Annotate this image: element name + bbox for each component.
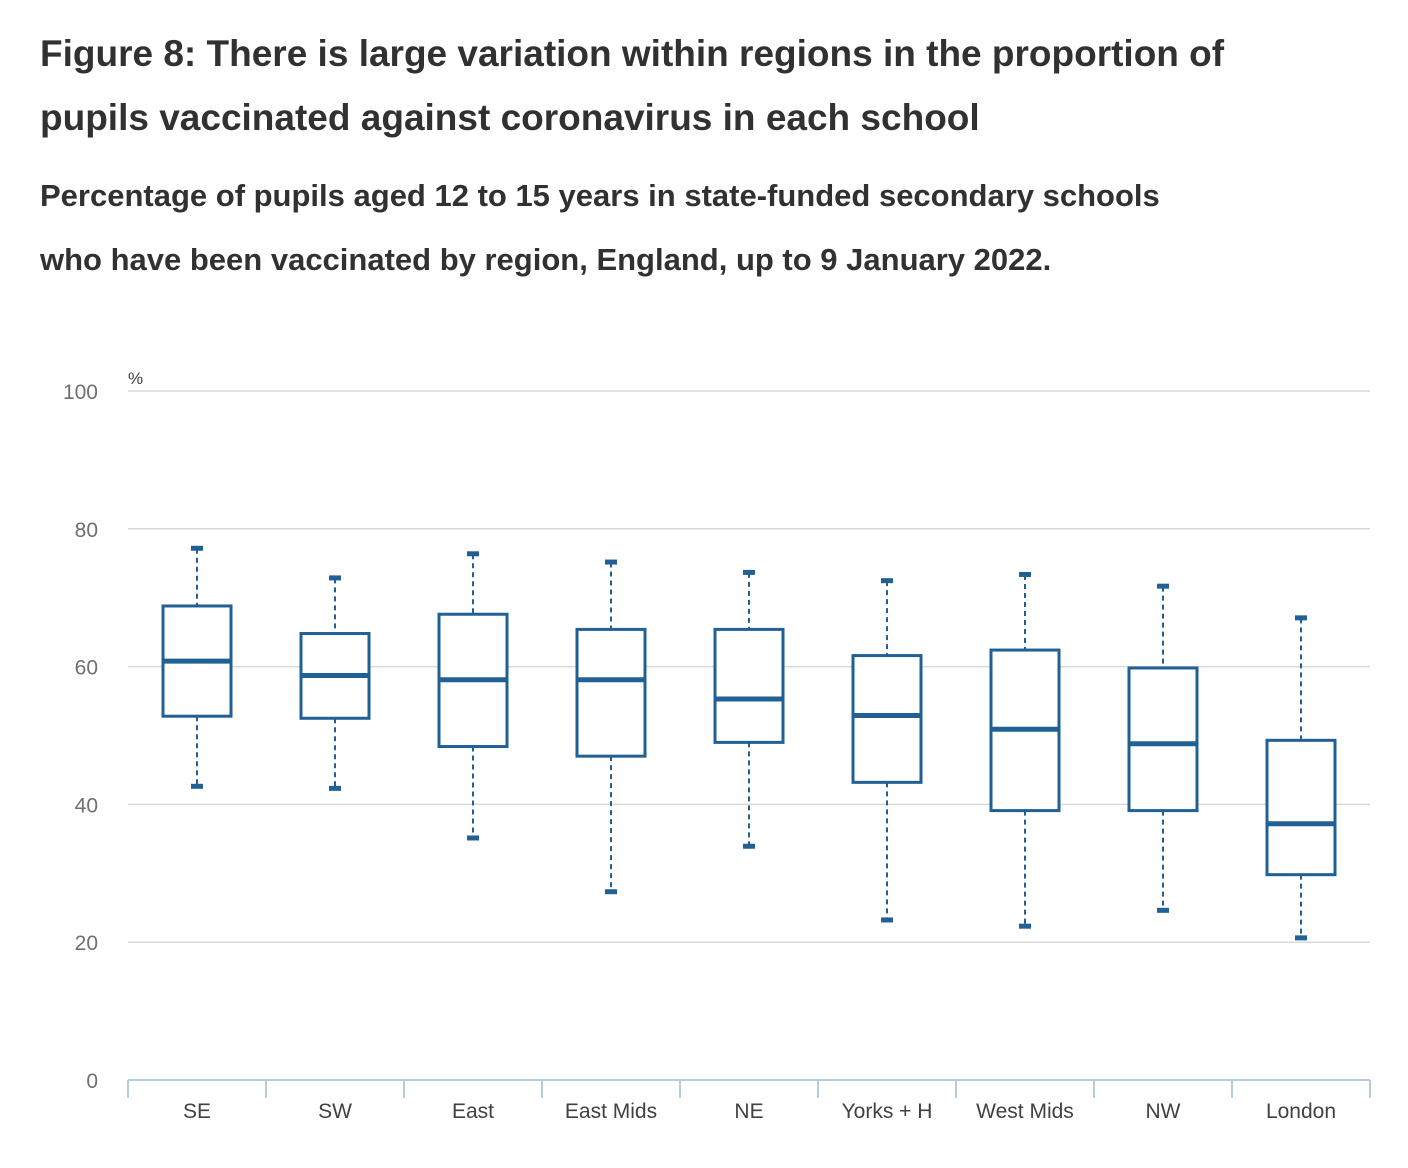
min-cap bbox=[605, 889, 617, 895]
category-label: East bbox=[452, 1100, 494, 1123]
boxplot-chart: 0 20 40 60 80 100% SE SW East East Mids NE Yorks + … bbox=[63, 369, 1371, 1123]
max-cap bbox=[329, 575, 341, 581]
iqr-box bbox=[1265, 738, 1337, 877]
y-tick-label: 100 bbox=[63, 381, 98, 404]
min-cap bbox=[1157, 907, 1169, 913]
category-label: Yorks + H bbox=[842, 1100, 933, 1123]
iqr-box bbox=[1127, 666, 1199, 813]
chart-subtitle: Percentage of pupils aged 12 to 15 years… bbox=[40, 178, 1160, 277]
max-cap bbox=[881, 578, 893, 584]
category-label: NW bbox=[1146, 1100, 1181, 1123]
y-tick-label: 0 bbox=[86, 1070, 98, 1093]
category-label: NE bbox=[734, 1100, 763, 1123]
iqr-box bbox=[575, 627, 647, 758]
category-label: SE bbox=[183, 1100, 211, 1123]
min-cap bbox=[743, 843, 755, 849]
category-label: London bbox=[1266, 1100, 1336, 1123]
max-cap bbox=[1019, 571, 1031, 577]
min-cap bbox=[1295, 935, 1307, 941]
y-unit-label: % bbox=[128, 369, 143, 388]
min-cap bbox=[191, 783, 203, 789]
y-tick-label: 20 bbox=[75, 932, 98, 955]
min-cap bbox=[329, 785, 341, 791]
min-cap bbox=[881, 917, 893, 923]
max-cap bbox=[743, 569, 755, 575]
iqr-box bbox=[851, 654, 923, 784]
min-cap bbox=[467, 835, 479, 841]
y-tick-label: 40 bbox=[75, 794, 98, 817]
category-label: SW bbox=[318, 1100, 352, 1123]
category-label: West Mids bbox=[976, 1100, 1074, 1123]
iqr-box bbox=[713, 627, 785, 744]
y-tick-label: 80 bbox=[75, 519, 98, 542]
max-cap bbox=[467, 551, 479, 557]
category-label: East Mids bbox=[565, 1100, 657, 1123]
min-cap bbox=[1019, 923, 1031, 929]
max-cap bbox=[1157, 583, 1169, 589]
y-tick-label: 60 bbox=[75, 657, 98, 680]
max-cap bbox=[191, 545, 203, 551]
chart-title: Figure 8: There is large variation withi… bbox=[40, 33, 1225, 138]
max-cap bbox=[1295, 615, 1307, 621]
max-cap bbox=[605, 559, 617, 565]
